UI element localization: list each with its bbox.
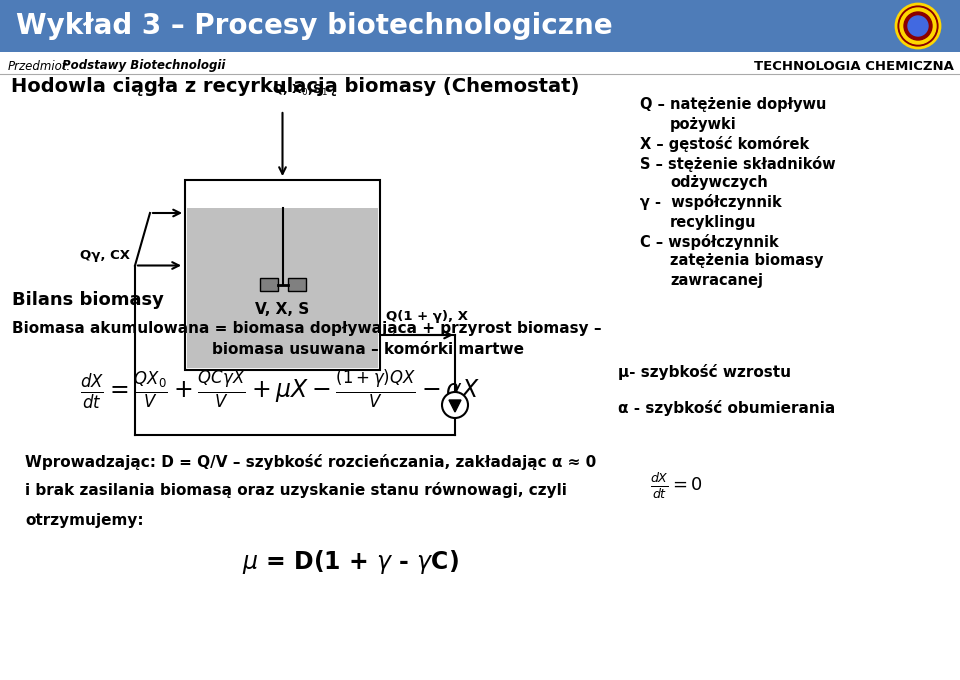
Text: Hodowla ciągła z recyrkulacją biomasy (Chemostat): Hodowla ciągła z recyrkulacją biomasy (C… — [11, 77, 579, 95]
Text: biomasa usuwana – komórki martwe: biomasa usuwana – komórki martwe — [212, 343, 524, 358]
Text: i brak zasilania biomasą oraz uzyskanie stanu równowagi, czyli: i brak zasilania biomasą oraz uzyskanie … — [25, 482, 566, 498]
Circle shape — [442, 392, 468, 418]
Bar — [187, 182, 378, 368]
Text: Przedmiot:: Przedmiot: — [8, 60, 71, 73]
Bar — [259, 278, 277, 291]
Text: μ- szybkość wzrostu: μ- szybkość wzrostu — [618, 364, 791, 380]
Text: TECHNOLOGIA CHEMICZNA: TECHNOLOGIA CHEMICZNA — [755, 60, 954, 73]
Text: X – gęstość komórek: X – gęstość komórek — [640, 136, 809, 152]
Text: V, X, S: V, X, S — [255, 303, 310, 318]
Text: Podstawy Biotechnologii: Podstawy Biotechnologii — [62, 60, 226, 73]
Text: Q(1 + γ), X: Q(1 + γ), X — [386, 310, 468, 323]
Text: $\mu$ = D(1 + $\gamma$ - $\gamma$C): $\mu$ = D(1 + $\gamma$ - $\gamma$C) — [242, 548, 459, 576]
Circle shape — [900, 8, 936, 44]
Text: $\frac{dX}{dt} = \frac{QX_0}{V} + \frac{QC\gamma X}{V}+ \mu X - \frac{(1+\gamma): $\frac{dX}{dt} = \frac{QX_0}{V} + \frac{… — [80, 369, 480, 411]
Text: $\frac{dX}{dt} = 0$: $\frac{dX}{dt} = 0$ — [650, 471, 703, 501]
Text: odżywczych: odżywczych — [670, 175, 768, 190]
Text: zatężenia biomasy: zatężenia biomasy — [670, 254, 824, 269]
Text: Wprowadzając: D = Q/V – szybkość rozcieńczania, zakładając α ≈ 0: Wprowadzając: D = Q/V – szybkość rozcień… — [25, 454, 596, 470]
Text: Q, X$_0$,S$_1$: Q, X$_0$,S$_1$ — [273, 83, 328, 98]
Text: Wykład 3 – Procesy biotechnologiczne: Wykład 3 – Procesy biotechnologiczne — [16, 12, 612, 40]
Text: otrzymujemy:: otrzymujemy: — [25, 513, 144, 528]
Text: C – współczynnik: C – współczynnik — [640, 233, 779, 250]
Bar — [287, 278, 305, 291]
Text: S – stężenie składników: S – stężenie składników — [640, 156, 835, 171]
Text: Bilans biomasy: Bilans biomasy — [12, 291, 164, 309]
Text: Qγ, CX: Qγ, CX — [80, 248, 130, 262]
Text: α - szybkość obumierania: α - szybkość obumierania — [618, 400, 835, 416]
Text: zawracanej: zawracanej — [670, 273, 763, 288]
Text: γ -  współczynnik: γ - współczynnik — [640, 194, 781, 211]
Text: recyklingu: recyklingu — [670, 214, 756, 230]
Circle shape — [904, 12, 932, 40]
Text: Q – natężenie dopływu: Q – natężenie dopływu — [640, 97, 827, 112]
Circle shape — [908, 16, 928, 36]
Bar — [185, 180, 380, 370]
Circle shape — [896, 4, 940, 48]
Bar — [187, 182, 378, 208]
Text: Biomasa akumulowana = biomasa dopływająca + przyrost biomasy –: Biomasa akumulowana = biomasa dopływając… — [12, 320, 602, 335]
Polygon shape — [449, 400, 461, 412]
Bar — [0, 0, 960, 52]
Text: pożywki: pożywki — [670, 117, 736, 132]
